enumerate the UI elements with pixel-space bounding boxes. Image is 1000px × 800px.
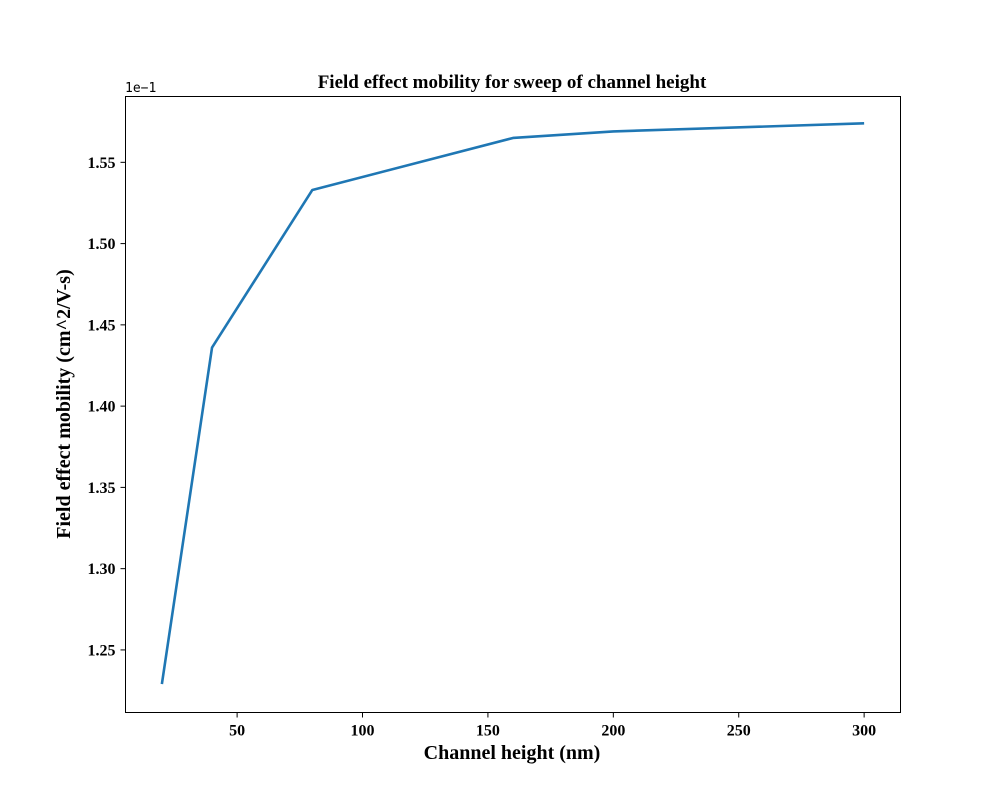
x-tick-label: 300 <box>852 723 876 740</box>
data-series <box>160 122 865 685</box>
y-tick-label: 1.55 <box>88 155 116 172</box>
x-tick-label: 150 <box>476 723 500 740</box>
x-tick-label: 250 <box>727 723 751 740</box>
x-axis-label: Channel height (nm) <box>424 742 601 764</box>
y-tick-label: 1.30 <box>88 561 116 578</box>
y-tick-label: 1.50 <box>88 236 116 253</box>
axis-ticks: 50 100 150 200 250 300 1.25 1.30 1.35 1.40 1.45 1.5… <box>88 155 877 740</box>
y-axis-label: Field effect mobility (cm^2/V-s) <box>53 269 75 539</box>
y-tick-label: 1.40 <box>88 399 116 416</box>
x-tick-label: 200 <box>601 723 625 740</box>
plot-frame <box>125 96 901 713</box>
x-tick-label: 100 <box>351 723 375 740</box>
y-tick-label: 1.35 <box>88 480 116 497</box>
y-axis-offset-label: 1e−1 <box>125 81 156 96</box>
chart-title: Field effect mobility for sweep of chann… <box>318 72 707 93</box>
y-tick-label: 1.45 <box>88 317 116 334</box>
y-tick-label: 1.25 <box>88 642 116 659</box>
x-tick-label: 50 <box>229 723 245 740</box>
series-line <box>160 122 865 685</box>
